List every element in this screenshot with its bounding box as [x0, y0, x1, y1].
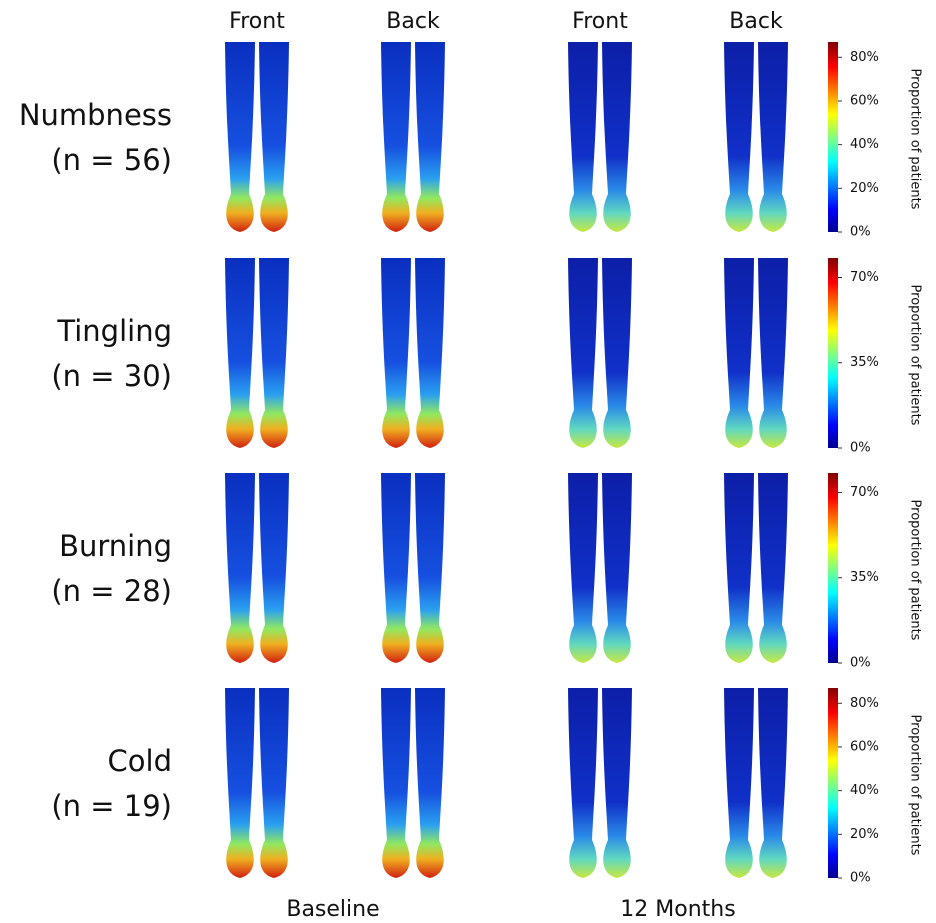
row-label: Cold	[108, 744, 172, 778]
leg-heatmap	[225, 688, 255, 878]
leg-heatmap	[415, 473, 445, 663]
row-count: (n = 30)	[51, 359, 172, 393]
leg-heatmap	[259, 258, 289, 448]
colorbar-tick-label: 80%	[850, 696, 879, 711]
colorbar-tick-label: 0%	[850, 871, 871, 886]
leg-heatmap	[259, 688, 289, 878]
colorbar-tick-label: 20%	[850, 827, 879, 842]
figure: Front Back Front Back Baseline 12 Months…	[0, 0, 936, 923]
leg-heatmap	[724, 42, 754, 232]
leg-heatmap	[568, 473, 598, 663]
row-label: Numbness	[19, 98, 172, 132]
colorbar-label: Proportion of patients	[908, 715, 923, 856]
colorbar-tick-label: 0%	[850, 441, 871, 456]
leg-heatmap	[758, 473, 788, 663]
colorbar-label: Proportion of patients	[908, 285, 923, 426]
leg-heatmap	[415, 688, 445, 878]
colorbar-tick-label: 0%	[850, 656, 871, 671]
leg-heatmap	[724, 258, 754, 448]
group-label: 12 Months	[620, 897, 735, 922]
row-count: (n = 56)	[51, 143, 172, 177]
leg-heatmap	[259, 42, 289, 232]
row-label: Tingling	[56, 314, 172, 348]
leg-heatmap	[415, 258, 445, 448]
leg-heatmap	[724, 688, 754, 878]
colorbar-tick-label: 40%	[850, 137, 879, 152]
colorbar-tick-label: 60%	[850, 739, 879, 754]
colorbar-tick-label: 80%	[850, 50, 879, 65]
leg-heatmap	[758, 258, 788, 448]
leg-heatmap	[381, 473, 411, 663]
colorbar	[828, 473, 838, 663]
colorbar	[828, 688, 838, 878]
leg-heatmap	[225, 258, 255, 448]
column-header: Back	[729, 9, 783, 34]
column-header: Front	[229, 9, 285, 34]
leg-heatmap	[381, 688, 411, 878]
row-count: (n = 19)	[51, 789, 172, 823]
column-header: Back	[386, 9, 440, 34]
colorbar-tick-label: 60%	[850, 93, 879, 108]
leg-heatmap	[568, 688, 598, 878]
leg-heatmap	[415, 42, 445, 232]
leg-heatmap	[602, 258, 632, 448]
row-label: Burning	[59, 529, 172, 563]
column-header: Front	[572, 9, 628, 34]
colorbar-tick-label: 0%	[850, 225, 871, 240]
leg-heatmap	[724, 473, 754, 663]
colorbar-label: Proportion of patients	[908, 500, 923, 641]
colorbar-tick-label: 70%	[850, 270, 879, 285]
leg-heatmap	[381, 42, 411, 232]
leg-heatmap	[758, 688, 788, 878]
colorbar-tick-label: 35%	[850, 570, 879, 585]
colorbar-tick-label: 70%	[850, 485, 879, 500]
leg-heatmap	[225, 473, 255, 663]
leg-heatmap	[225, 42, 255, 232]
leg-heatmap	[259, 473, 289, 663]
leg-heatmap	[602, 688, 632, 878]
page: Front Back Front Back Baseline 12 Months…	[0, 0, 936, 923]
group-label: Baseline	[286, 897, 379, 922]
leg-heatmap	[568, 42, 598, 232]
colorbar	[828, 258, 838, 448]
leg-heatmap	[381, 258, 411, 448]
leg-heatmap	[568, 258, 598, 448]
colorbar-tick-label: 35%	[850, 355, 879, 370]
leg-heatmap	[758, 42, 788, 232]
colorbar-tick-label: 40%	[850, 783, 879, 798]
row-count: (n = 28)	[51, 574, 172, 608]
colorbar	[828, 42, 838, 232]
leg-heatmap	[602, 42, 632, 232]
leg-heatmap	[602, 473, 632, 663]
colorbar-label: Proportion of patients	[908, 69, 923, 210]
colorbar-tick-label: 20%	[850, 181, 879, 196]
